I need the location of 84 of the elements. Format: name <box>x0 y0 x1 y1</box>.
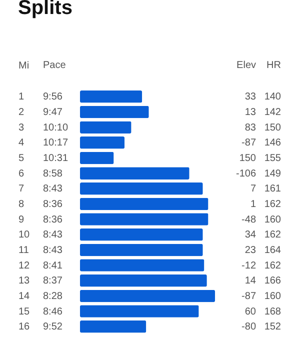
data-label: 8:37 <box>43 276 63 287</box>
data-label: 9:52 <box>43 322 63 333</box>
data-label: 160 <box>264 214 282 226</box>
bar <box>80 290 215 302</box>
bar <box>80 244 203 256</box>
y-tick-label: 10 <box>18 230 30 241</box>
bar <box>80 198 208 210</box>
data-label: 152 <box>264 322 282 333</box>
bar <box>80 320 146 333</box>
bar <box>80 274 207 287</box>
data-label: 8:36 <box>43 198 63 210</box>
text: Pace <box>43 60 66 71</box>
data-label: 150 <box>264 122 282 134</box>
data-label: 13 <box>244 106 256 118</box>
data-label: 8:41 <box>43 260 63 272</box>
y-tick-label: 11 <box>18 244 30 256</box>
text: Elev <box>236 60 256 71</box>
data-label: 140 <box>264 92 282 103</box>
text: HR <box>266 60 281 71</box>
bar <box>80 167 190 180</box>
y-tick-label: 13 <box>18 276 30 287</box>
data-label: 8:43 <box>43 230 63 241</box>
y-tick-label: 14 <box>18 290 30 302</box>
y-tick-label: 16 <box>18 322 30 333</box>
data-label: 8:43 <box>43 184 63 195</box>
data-label: 60 <box>244 306 256 318</box>
y-tick-label: 2 <box>18 106 24 118</box>
data-label: 9:56 <box>43 92 63 103</box>
data-label: 1 <box>250 198 256 210</box>
y-tick-label: 5 <box>18 152 24 164</box>
data-label: 142 <box>264 106 282 118</box>
data-label: 161 <box>264 184 282 195</box>
data-label: 155 <box>264 152 282 164</box>
data-label: 8:58 <box>43 168 63 180</box>
y-tick-label: 4 <box>18 138 24 149</box>
data-label: 162 <box>264 230 282 241</box>
data-label: -87 <box>242 138 256 149</box>
data-label: 168 <box>264 306 282 318</box>
data-label: 10:31 <box>43 152 68 164</box>
data-label: -12 <box>242 260 256 272</box>
y-tick-label: 15 <box>18 306 30 318</box>
bar <box>80 121 132 134</box>
bar <box>80 136 125 149</box>
data-label: 149 <box>264 168 282 180</box>
data-label: 150 <box>239 152 256 164</box>
data-label: 34 <box>244 230 256 241</box>
data-label: -87 <box>242 290 256 302</box>
bar <box>80 228 203 241</box>
data-label: 8:28 <box>43 290 63 302</box>
data-label: 166 <box>264 276 282 287</box>
data-label: 8:43 <box>43 244 63 256</box>
data-label: 10:17 <box>43 138 68 149</box>
data-label: 83 <box>244 122 256 134</box>
data-label: 8:36 <box>43 214 63 226</box>
data-label: 23 <box>244 244 256 256</box>
bar <box>80 259 204 272</box>
data-label: -48 <box>242 214 256 226</box>
y-tick-label: 8 <box>18 198 24 210</box>
data-label: 146 <box>264 138 282 149</box>
y-tick-label: 6 <box>18 168 24 180</box>
y-tick-label: 3 <box>18 122 24 134</box>
data-label: 164 <box>264 244 282 256</box>
data-label: 162 <box>264 198 282 210</box>
data-label: 162 <box>264 260 282 272</box>
data-label: -106 <box>236 168 256 180</box>
bar <box>80 152 114 164</box>
bar <box>80 213 208 226</box>
data-label: 9:47 <box>43 106 63 118</box>
data-label: 7 <box>250 184 256 195</box>
data-label: 8:46 <box>43 306 63 318</box>
bar <box>80 305 199 318</box>
data-label: 10:10 <box>43 122 68 134</box>
y-tick-label: 12 <box>18 260 30 272</box>
data-label: 33 <box>244 92 256 103</box>
y-tick-label: 7 <box>18 184 24 195</box>
bar <box>80 90 142 103</box>
data-label: 160 <box>264 290 282 302</box>
data-label: 14 <box>244 276 256 287</box>
bar <box>80 106 149 118</box>
bar <box>80 182 203 195</box>
y-tick-label: 9 <box>18 214 24 226</box>
y-tick-label: 1 <box>18 92 24 103</box>
data-label: -80 <box>242 322 256 333</box>
y-axis-title: Mi <box>18 60 30 72</box>
